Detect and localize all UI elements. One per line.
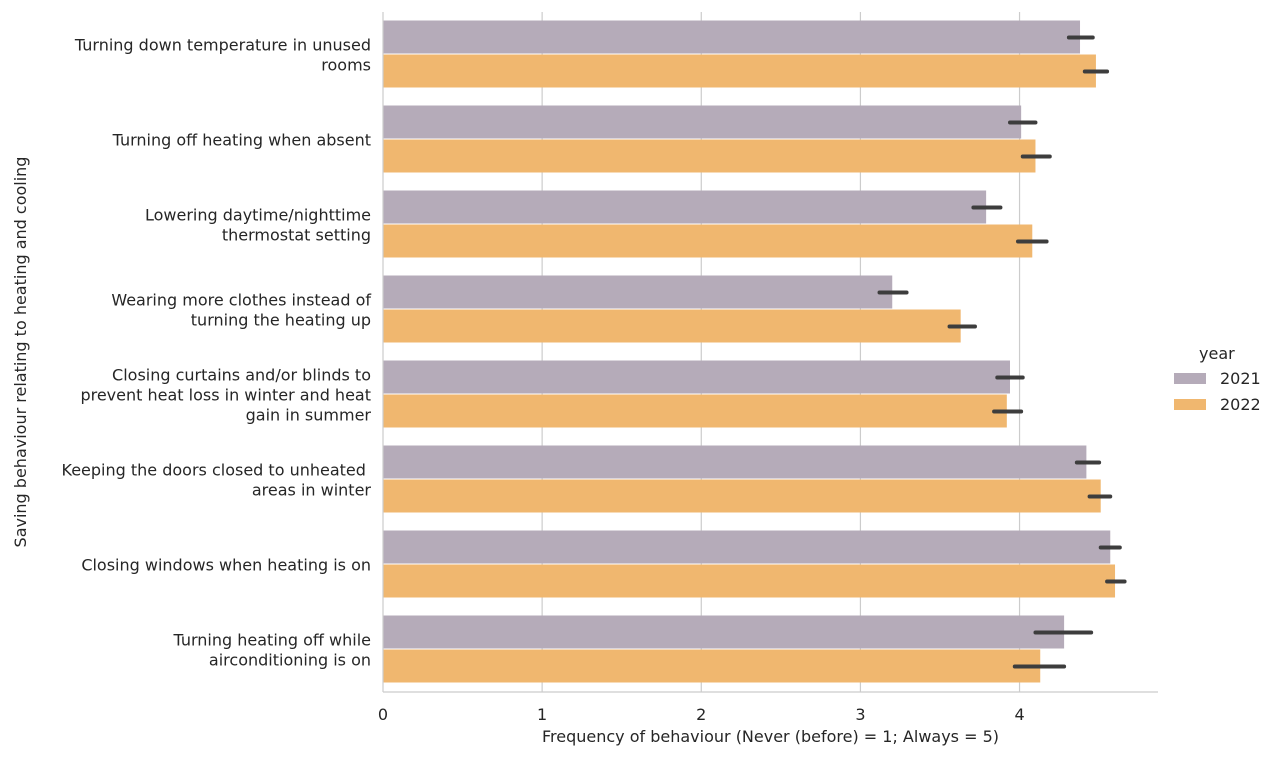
category-label: Closing windows when heating is on — [81, 556, 371, 575]
category-label: Turning off heating when absent — [112, 131, 371, 150]
category-label: Wearing more clothes instead of turning t… — [111, 291, 371, 330]
legend-swatch — [1174, 373, 1206, 384]
bar — [383, 20, 1081, 54]
category-label: Turning heating off while airconditioning… — [173, 631, 372, 670]
bar — [383, 139, 1036, 173]
bar — [383, 275, 893, 309]
y-axis-title: Saving behaviour relating to heating and… — [11, 157, 30, 548]
bar — [383, 445, 1087, 479]
legend-title: year — [1199, 344, 1235, 363]
legend: year 2021 2022 — [1174, 344, 1261, 414]
bar — [383, 190, 987, 224]
category-labels: Turning down temperature in unused rooms T… — [62, 36, 372, 670]
category-label: Keeping the doors closed to unheated are… — [62, 461, 372, 500]
bar — [383, 309, 961, 343]
x-tick-label: 0 — [378, 705, 388, 724]
legend-swatch — [1174, 399, 1206, 410]
x-axis-title: Frequency of behaviour (Never (before) =… — [542, 727, 999, 746]
category-label: Closing curtains and/or blinds to prevent… — [80, 366, 371, 425]
category-label: Turning down temperature in unused rooms — [74, 36, 371, 75]
x-tick-label: 3 — [855, 705, 865, 724]
bar — [383, 224, 1033, 258]
x-tick-label: 1 — [537, 705, 547, 724]
bar — [383, 530, 1111, 564]
bar — [383, 394, 1007, 428]
bar — [383, 105, 1022, 139]
legend-label: 2022 — [1220, 395, 1261, 414]
x-tick-label: 2 — [696, 705, 706, 724]
bar — [383, 649, 1041, 683]
bar — [383, 615, 1065, 649]
bar — [383, 360, 1011, 394]
bar — [383, 479, 1101, 513]
x-tick-label: 4 — [1014, 705, 1024, 724]
category-label: Lowering daytime/nighttime thermostat set… — [145, 206, 371, 245]
bars — [383, 20, 1116, 683]
legend-label: 2021 — [1220, 369, 1261, 388]
bar — [383, 564, 1116, 598]
error-bars — [877, 35, 1127, 669]
x-tick-labels: 0 1 2 3 4 — [378, 705, 1025, 724]
bar — [383, 54, 1096, 88]
axes — [382, 12, 1158, 693]
